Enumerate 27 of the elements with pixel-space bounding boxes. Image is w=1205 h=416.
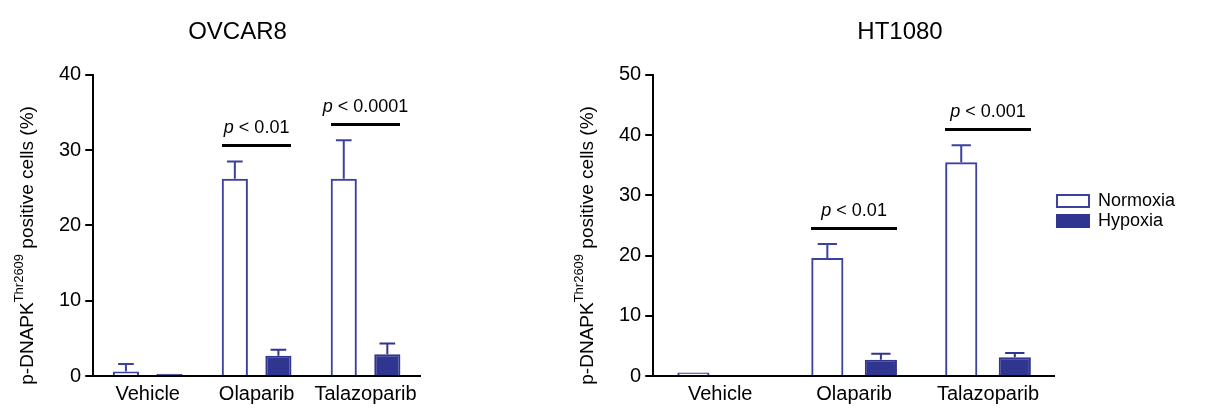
- x-tick-label: Vehicle: [115, 381, 180, 404]
- annotation: p < 0.0001: [321, 96, 409, 117]
- y-axis-title: p-DNAPKThr2609 positive cells (%): [10, 106, 38, 385]
- y-tick-label: 20: [619, 243, 642, 266]
- chart-title: HT1080: [857, 17, 943, 45]
- chart-title: OVCAR8: [188, 17, 287, 45]
- legend-label: Normoxia: [1097, 189, 1176, 210]
- y-tick-label: 40: [59, 62, 82, 85]
- y-tick-label: 40: [619, 122, 642, 145]
- annotation: p < 0.01: [820, 200, 887, 221]
- y-axis-title: p-DNAPKThr2609 positive cells (%): [570, 106, 598, 385]
- y-tick-label: 10: [619, 303, 642, 326]
- legend-label: Hypoxia: [1097, 209, 1164, 230]
- y-tick-label: 10: [59, 288, 82, 311]
- x-tick-label: Talazoparib: [936, 381, 1040, 404]
- x-tick-label: Vehicle: [687, 381, 753, 404]
- x-tick-label: Talazoparib: [314, 381, 417, 404]
- x-tick-label: Olaparib: [218, 381, 295, 404]
- y-tick-label: 50: [619, 62, 642, 85]
- y-tick-label: 30: [59, 137, 82, 160]
- y-tick-label: 0: [630, 363, 642, 386]
- x-tick-label: Olaparib: [816, 381, 892, 404]
- y-tick-label: 20: [59, 212, 82, 235]
- y-tick-label: 30: [619, 182, 642, 205]
- annotation: p < 0.001: [949, 101, 1026, 122]
- y-tick-label: 0: [70, 363, 82, 386]
- annotation: p < 0.01: [222, 117, 290, 138]
